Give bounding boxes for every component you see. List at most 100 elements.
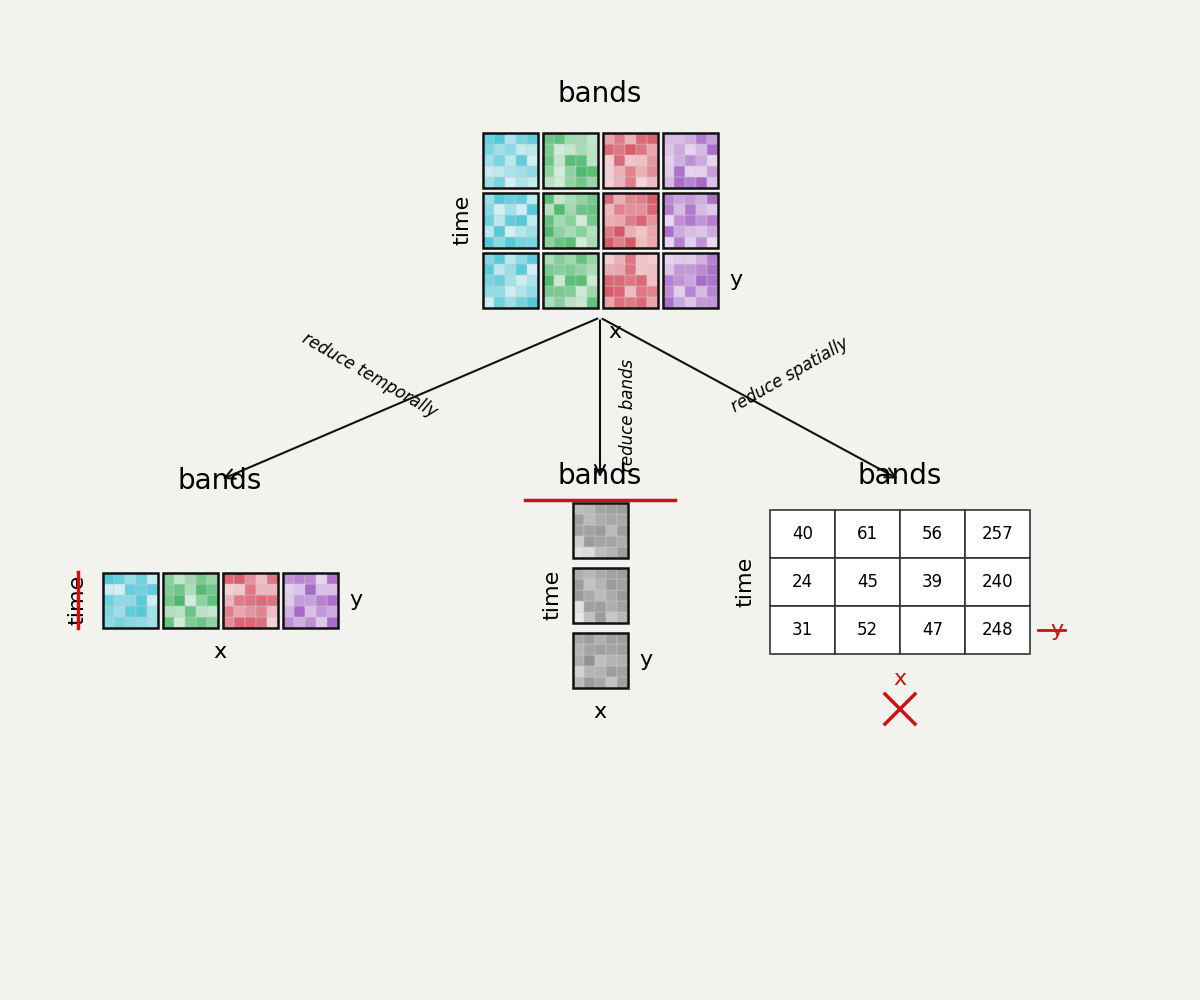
Bar bbox=[636, 252, 647, 263]
Bar bbox=[305, 616, 316, 628]
Bar bbox=[572, 611, 583, 622]
Bar bbox=[602, 204, 613, 215]
Bar bbox=[125, 616, 136, 628]
Bar bbox=[527, 215, 538, 226]
Bar bbox=[542, 132, 553, 143]
Bar bbox=[602, 296, 613, 308]
Bar bbox=[196, 605, 206, 616]
Bar bbox=[707, 252, 718, 263]
Bar bbox=[606, 654, 617, 666]
Bar bbox=[102, 572, 157, 628]
Bar bbox=[516, 286, 527, 296]
Bar bbox=[553, 274, 564, 286]
Bar bbox=[673, 226, 684, 236]
Bar bbox=[900, 606, 965, 654]
Bar bbox=[493, 204, 504, 215]
Bar bbox=[576, 143, 587, 154]
Bar bbox=[527, 274, 538, 286]
Bar bbox=[576, 215, 587, 226]
Bar bbox=[222, 605, 234, 616]
Bar bbox=[636, 215, 647, 226]
Bar bbox=[696, 215, 707, 226]
Bar bbox=[662, 132, 673, 143]
Bar bbox=[572, 644, 583, 654]
Bar bbox=[564, 236, 576, 247]
Bar bbox=[136, 605, 146, 616]
Bar bbox=[624, 226, 636, 236]
Bar bbox=[504, 252, 516, 263]
Bar bbox=[647, 176, 658, 188]
Bar bbox=[572, 633, 628, 688]
Bar bbox=[516, 143, 527, 154]
Bar bbox=[583, 666, 594, 676]
Bar bbox=[662, 192, 718, 247]
Text: x: x bbox=[214, 643, 227, 662]
Bar bbox=[587, 132, 598, 143]
Bar bbox=[587, 286, 598, 296]
Bar bbox=[222, 572, 234, 584]
Bar bbox=[504, 296, 516, 308]
Bar bbox=[222, 584, 234, 594]
Bar bbox=[835, 510, 900, 558]
Bar bbox=[576, 274, 587, 286]
Bar bbox=[647, 154, 658, 165]
Bar bbox=[624, 286, 636, 296]
Bar bbox=[206, 616, 217, 628]
Bar bbox=[624, 143, 636, 154]
Bar bbox=[965, 510, 1030, 558]
Bar bbox=[504, 154, 516, 165]
Bar bbox=[594, 611, 606, 622]
Bar bbox=[542, 236, 553, 247]
Bar bbox=[613, 192, 624, 204]
Bar bbox=[316, 616, 326, 628]
Bar bbox=[102, 605, 114, 616]
Bar bbox=[617, 568, 628, 578]
Bar bbox=[617, 676, 628, 688]
Bar bbox=[662, 154, 673, 165]
Bar bbox=[684, 226, 696, 236]
Bar bbox=[617, 524, 628, 536]
Bar bbox=[114, 616, 125, 628]
Bar bbox=[624, 215, 636, 226]
Bar bbox=[583, 644, 594, 654]
Bar bbox=[542, 165, 553, 176]
Text: time: time bbox=[734, 557, 755, 607]
Bar bbox=[594, 568, 606, 578]
Bar bbox=[553, 176, 564, 188]
Bar bbox=[482, 165, 493, 176]
Bar bbox=[174, 584, 185, 594]
Bar bbox=[602, 236, 613, 247]
Bar bbox=[542, 252, 553, 263]
Bar bbox=[636, 226, 647, 236]
Bar bbox=[572, 633, 583, 644]
Bar bbox=[617, 536, 628, 546]
Bar bbox=[583, 578, 594, 589]
Bar bbox=[662, 165, 673, 176]
Bar bbox=[493, 236, 504, 247]
Bar bbox=[624, 192, 636, 204]
Bar bbox=[527, 176, 538, 188]
Bar bbox=[326, 594, 337, 605]
Bar bbox=[493, 143, 504, 154]
Bar bbox=[504, 226, 516, 236]
Text: bands: bands bbox=[178, 467, 262, 495]
Bar bbox=[516, 226, 527, 236]
Bar bbox=[564, 204, 576, 215]
Bar bbox=[542, 252, 598, 308]
Bar bbox=[583, 611, 594, 622]
Bar bbox=[206, 605, 217, 616]
Bar bbox=[482, 226, 493, 236]
Bar bbox=[602, 192, 613, 204]
Bar bbox=[174, 572, 185, 584]
Bar bbox=[624, 296, 636, 308]
Bar bbox=[613, 236, 624, 247]
Bar bbox=[707, 165, 718, 176]
Bar bbox=[594, 502, 606, 514]
Bar bbox=[594, 666, 606, 676]
Bar bbox=[602, 286, 613, 296]
Bar bbox=[206, 594, 217, 605]
Bar bbox=[662, 215, 673, 226]
Bar bbox=[673, 165, 684, 176]
Bar bbox=[493, 274, 504, 286]
Bar bbox=[256, 584, 266, 594]
